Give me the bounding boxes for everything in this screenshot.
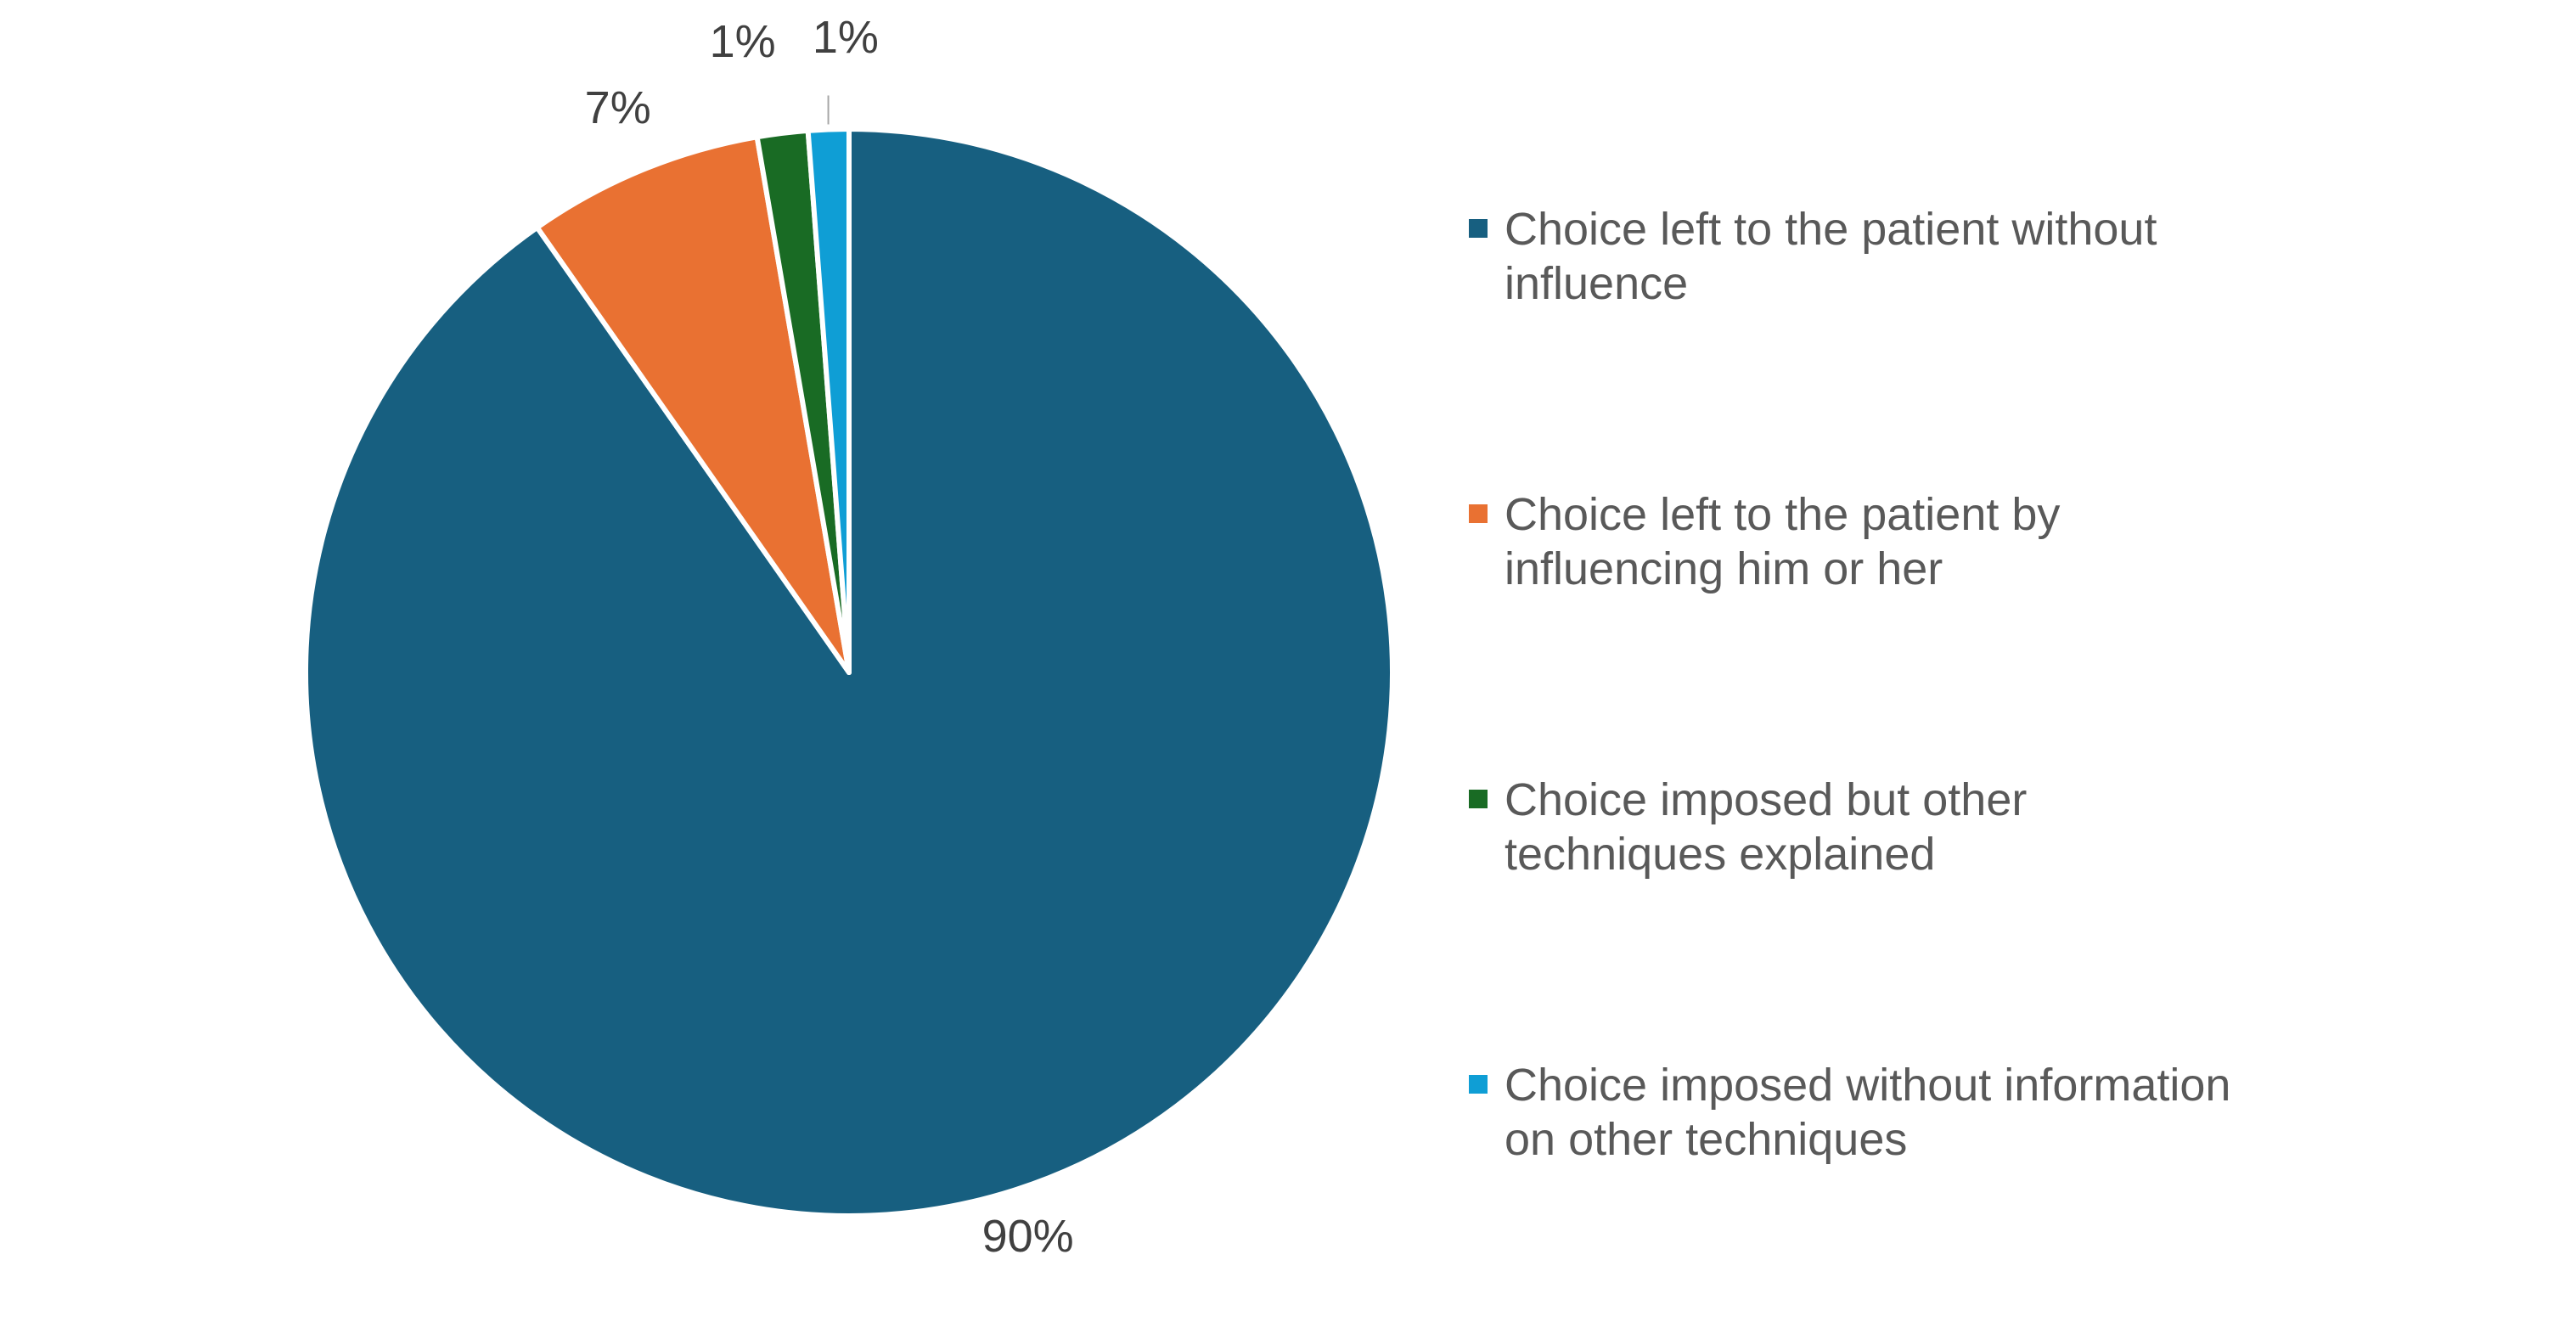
legend-item: Choice left to the patient without influ…	[1469, 202, 2318, 311]
legend-label: Choice imposed but other techniques expl…	[1505, 774, 2028, 880]
legend-item: Choice left to the patient by influencin…	[1469, 487, 2318, 596]
legend-label: Choice left to the patient without influ…	[1505, 204, 2157, 309]
data-label: 7%	[585, 82, 651, 133]
data-label: 1%	[710, 16, 776, 67]
legend-label: Choice left to the patient by influencin…	[1505, 489, 2061, 594]
legend-item: Choice imposed without information on ot…	[1469, 1058, 2318, 1167]
legend-item: Choice imposed but other techniques expl…	[1469, 773, 2318, 881]
legend-swatch	[1469, 504, 1488, 523]
legend-swatch	[1469, 1075, 1488, 1094]
data-label: 90%	[982, 1211, 1074, 1262]
pie-slice	[805, 127, 852, 675]
legend-swatch	[1469, 219, 1488, 238]
pie-slice	[534, 134, 852, 675]
legend-swatch	[1469, 790, 1488, 808]
slices-layer	[303, 127, 1395, 1218]
data-label: 1%	[813, 12, 879, 63]
legend-label: Choice imposed without information on ot…	[1505, 1060, 2231, 1165]
data-labels: 90% 7% 1% 1%	[585, 12, 1074, 1262]
